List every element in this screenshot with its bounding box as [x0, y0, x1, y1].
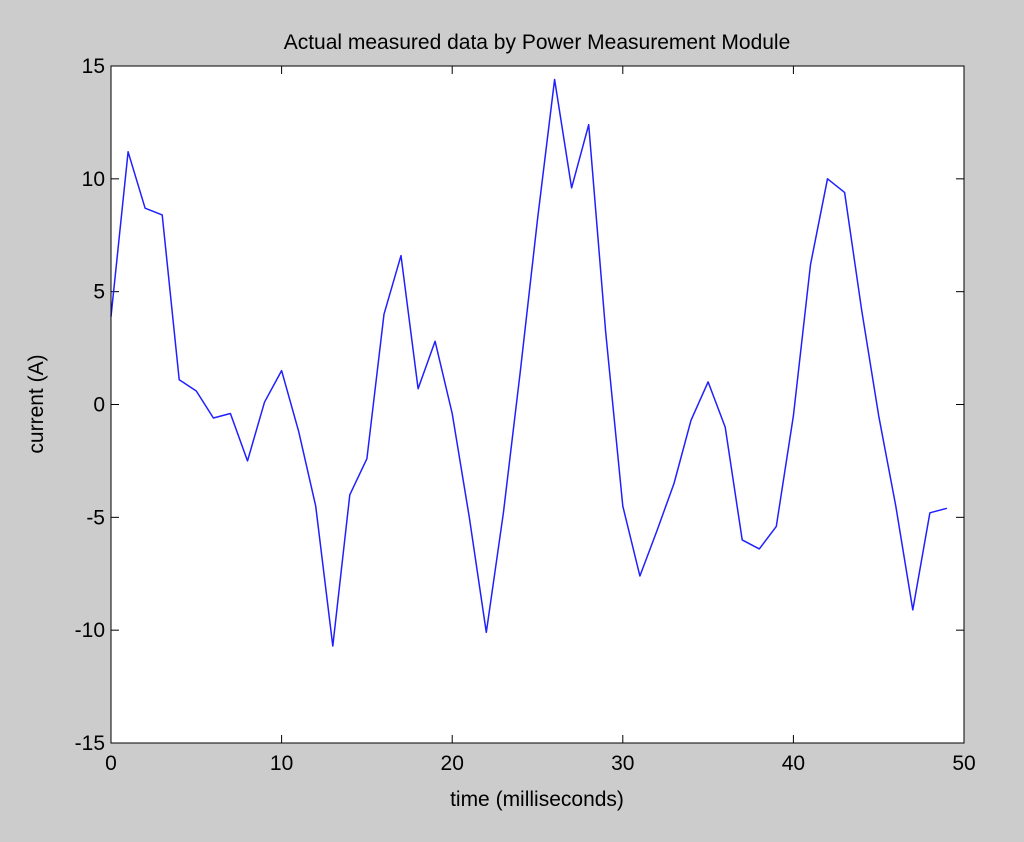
y-tick-label: 5 [93, 281, 105, 304]
plot-area [111, 66, 964, 743]
y-tick-label: -15 [75, 732, 105, 755]
y-tick-label: -10 [75, 619, 105, 642]
y-tick-label: 0 [93, 394, 105, 417]
y-tick-label: 10 [82, 168, 105, 191]
x-tick-label: 0 [105, 752, 117, 775]
y-tick-label: -5 [86, 506, 105, 529]
x-axis-label: time (milliseconds) [450, 788, 624, 811]
current-series-line [110, 78, 948, 647]
x-tick-label: 40 [782, 752, 805, 775]
plot-frame [110, 65, 965, 744]
y-tick-label: 15 [82, 55, 105, 78]
x-tick-label: 10 [270, 752, 293, 775]
x-tick-label: 20 [441, 752, 464, 775]
chart-title: Actual measured data by Power Measuremen… [284, 31, 791, 54]
tick-labels: 0 10 20 30 40 50 -15 -10 -5 0 5 10 15 [75, 55, 976, 775]
x-tick-label: 30 [611, 752, 634, 775]
y-axis-label: current (A) [25, 354, 48, 453]
x-tick-label: 50 [952, 752, 975, 775]
